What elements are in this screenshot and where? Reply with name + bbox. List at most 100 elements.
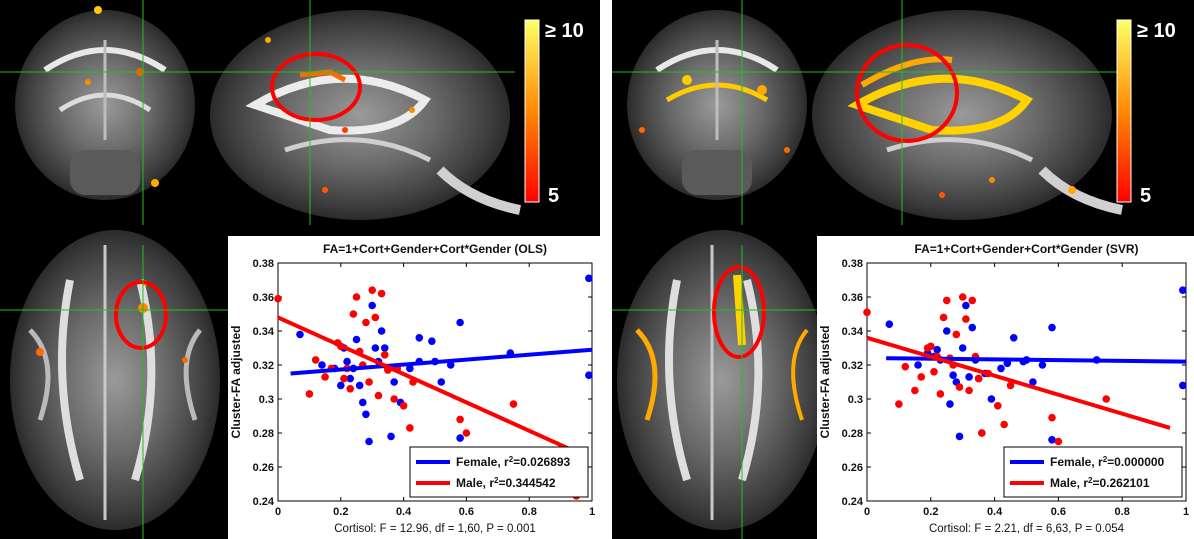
- male-data-point: [368, 286, 376, 294]
- male-data-point: [406, 424, 414, 432]
- male-data-point: [968, 296, 977, 305]
- x-tick-label: 0.2: [333, 506, 348, 518]
- male-data-point: [371, 313, 380, 322]
- male-data-point: [939, 313, 948, 322]
- female-data-point: [585, 371, 593, 379]
- x-tick-label: 1: [1183, 506, 1189, 518]
- legend-label-female: Female, r2=0.000000: [1050, 455, 1165, 470]
- female-data-point: [585, 274, 593, 283]
- male-fit-line: [866, 335, 1171, 430]
- male-data-point: [1000, 420, 1008, 429]
- female-data-point: [355, 381, 364, 390]
- male-data-point: [978, 429, 986, 437]
- female-data-point: [318, 361, 326, 369]
- y-tick-label: 0.3: [848, 394, 863, 406]
- male-data-point: [927, 342, 935, 351]
- female-data-point: [987, 395, 996, 403]
- female-data-point: [456, 434, 464, 442]
- x-axis-label: Cortisol: F = 2.21, df = 6,63, P = 0.054: [929, 523, 1125, 535]
- female-data-point: [949, 371, 957, 379]
- left-brain-slices: ≥ 10 5: [0, 0, 584, 539]
- male-data-point: [321, 373, 329, 381]
- female-data-point: [365, 437, 373, 446]
- right-scatter-plot: FA=1+Cort+Gender+Cort*Gender (SVR) 0.24 0.…: [817, 236, 1194, 539]
- axial-roi-circle: [114, 280, 168, 350]
- female-data-point: [965, 373, 973, 381]
- male-data-point: [352, 293, 361, 301]
- female-data-point: [962, 301, 970, 310]
- female-data-point: [942, 327, 951, 335]
- female-data-point: [377, 327, 386, 335]
- left-figure-panel: ≥ 10 5 FA=1+Cort+Gender+Cort*Gender (OLS…: [0, 0, 600, 539]
- sagittal-slice: [210, 10, 521, 220]
- y-tick-label: 0.32: [253, 360, 274, 372]
- female-data-point: [415, 334, 424, 342]
- color-scale-max-label: ≥ 10: [545, 20, 584, 42]
- female-data-point: [885, 320, 894, 328]
- x-tick-label: 1: [589, 506, 595, 518]
- right-scatter-svg: FA=1+Cort+Gender+Cort*Gender (SVR) 0.24 0.…: [818, 242, 1189, 535]
- male-data-point: [942, 296, 951, 305]
- male-data-point: [456, 415, 464, 424]
- female-data-point: [337, 381, 345, 390]
- male-data-point: [958, 293, 967, 301]
- male-data-point: [895, 400, 903, 408]
- male-data-point: [917, 373, 926, 381]
- color-scale-bar: ≥ 10 5: [1116, 19, 1176, 207]
- x-tick-label: 0: [275, 506, 281, 518]
- female-data-point: [456, 318, 464, 327]
- male-data-point: [374, 391, 383, 400]
- female-data-point: [368, 301, 376, 310]
- right-figure-panel: ≥ 10 5 FA=1+Cort+Gender+Cort*Gender (SVR…: [612, 0, 1194, 539]
- male-data-point: [1102, 395, 1111, 403]
- y-tick-label: 0.34: [253, 326, 275, 338]
- male-data-point: [952, 330, 961, 339]
- axial-slice: [617, 230, 827, 530]
- sagittal-slice: [812, 10, 1123, 220]
- y-tick-label: 0.36: [842, 292, 863, 304]
- female-data-point: [955, 432, 964, 441]
- male-data-point: [901, 362, 910, 371]
- female-data-point: [1048, 436, 1056, 444]
- male-data-point: [509, 400, 518, 408]
- female-data-point: [406, 364, 414, 373]
- x-tick-label: 0.6: [1051, 506, 1066, 518]
- female-data-point: [968, 323, 977, 332]
- plot-title: FA=1+Cort+Gender+Cort*Gender (SVR): [914, 242, 1138, 256]
- axial-slice: [10, 230, 220, 530]
- female-data-point: [1029, 378, 1037, 386]
- female-data-point: [343, 357, 351, 366]
- y-tick-label: 0.26: [842, 462, 863, 474]
- male-data-point: [930, 368, 938, 376]
- y-tick-label: 0.24: [253, 496, 275, 508]
- y-tick-label: 0.38: [842, 258, 863, 270]
- male-data-point: [274, 294, 282, 303]
- male-data-point: [399, 402, 408, 410]
- legend-label-male: Male, r2=0.344542: [456, 476, 556, 491]
- female-data-point: [296, 330, 304, 339]
- male-data-point: [380, 351, 389, 359]
- female-data-point: [362, 410, 370, 419]
- female-data-point: [352, 335, 361, 344]
- male-data-point: [365, 378, 373, 386]
- color-scale-min-label: 5: [1140, 185, 1151, 207]
- y-tick-label: 0.28: [842, 428, 863, 440]
- x-axis-label: Cortisol: F = 12.96, df = 1,60, P = 0.00…: [334, 523, 536, 535]
- female-data-point: [1179, 286, 1187, 294]
- x-tick-label: 0: [864, 506, 870, 518]
- male-data-point: [965, 386, 973, 395]
- male-data-point: [362, 318, 370, 327]
- x-tick-label: 0.4: [987, 506, 1003, 518]
- female-data-point: [1048, 323, 1056, 332]
- color-scale-min-label: 5: [548, 185, 559, 207]
- female-data-point: [958, 344, 967, 352]
- y-tick-label: 0.34: [842, 326, 864, 338]
- male-data-point: [936, 390, 945, 398]
- coronal-slice: [627, 10, 807, 200]
- male-data-point: [346, 385, 355, 393]
- female-data-point: [437, 378, 446, 386]
- male-data-point: [462, 429, 471, 437]
- panel-gap: [600, 0, 612, 539]
- female-data-point: [933, 345, 941, 354]
- legend-label-female: Female, r2=0.026893: [456, 455, 571, 470]
